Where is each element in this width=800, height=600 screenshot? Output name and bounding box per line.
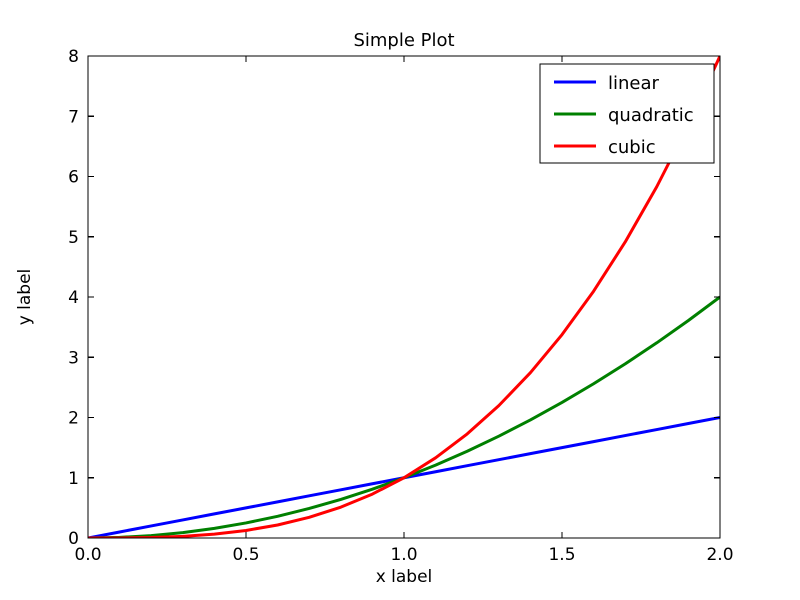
y-axis-ticks: 0 1 2 3 4 5 6 7 8 <box>68 47 720 549</box>
y-tick-label: 2 <box>68 409 79 429</box>
y-tick-label: 0 <box>68 529 79 549</box>
y-tick-label: 6 <box>68 168 79 188</box>
x-axis-ticks: 0.0 0.5 1.0 1.5 2.0 <box>74 56 734 565</box>
y-tick-label: 3 <box>68 348 79 368</box>
x-tick-label: 0.0 <box>74 545 101 565</box>
legend[interactable]: linear quadratic cubic <box>539 63 715 164</box>
legend-label-quadratic: quadratic <box>608 105 694 126</box>
y-tick-label: 8 <box>68 47 79 67</box>
y-tick-label: 1 <box>68 469 79 489</box>
y-tick-label: 7 <box>68 107 79 127</box>
x-tick-label: 2.0 <box>706 545 733 565</box>
x-tick-label: 1.0 <box>390 545 417 565</box>
x-tick-label: 0.5 <box>232 545 259 565</box>
y-tick-label: 5 <box>68 228 79 248</box>
series-line-cubic <box>88 56 720 538</box>
legend-label-cubic: cubic <box>608 137 656 158</box>
chart-title: Simple Plot <box>353 30 454 51</box>
x-axis-label: x label <box>376 567 433 587</box>
legend-label-linear: linear <box>608 73 660 94</box>
y-axis-label: y label <box>15 269 35 326</box>
data-series-group <box>88 56 720 538</box>
y-tick-label: 4 <box>68 288 79 308</box>
x-tick-label: 1.5 <box>548 545 575 565</box>
